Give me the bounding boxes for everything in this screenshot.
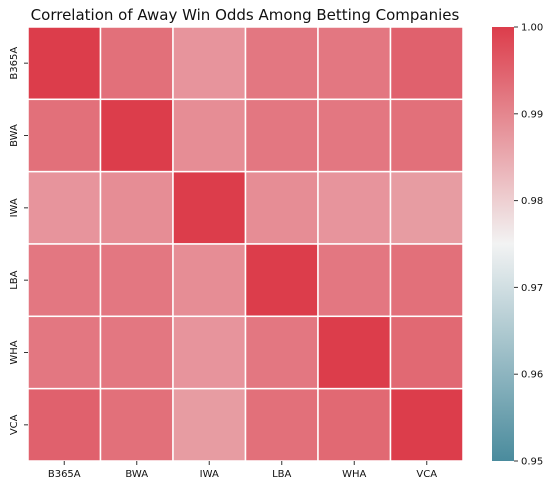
heatmap-cell-iwa-bwa — [99, 170, 174, 245]
heatmap-cell-bwa-wha — [317, 98, 392, 173]
heatmap-cell-vca-b365a — [27, 387, 102, 462]
y-tick-label-iwa: IWA — [9, 198, 20, 217]
heatmap-cell-bwa-vca — [389, 98, 464, 173]
heatmap-cell-bwa-iwa — [172, 98, 247, 173]
y-tick-label-wha: WHA — [9, 340, 20, 364]
y-tick-label-lba: LBA — [9, 270, 20, 289]
x-tick-label-iwa: IWA — [200, 469, 219, 480]
colorbar-tick-label: 0.98 — [521, 196, 543, 207]
heatmap-cell-b365a-wha — [317, 26, 392, 101]
heatmap-cell-wha-iwa — [172, 315, 247, 390]
heatmap-cell-lba-bwa — [99, 243, 174, 318]
heatmap-cell-b365a-vca — [389, 26, 464, 101]
heatmap-cell-b365a-bwa — [99, 26, 174, 101]
heatmap-cell-bwa-bwa — [99, 98, 174, 173]
x-axis-ticks: B365A BWA IWA LBA WHA VCA — [48, 461, 437, 480]
heatmap-cell-lba-iwa — [172, 243, 247, 318]
heatmap-cell-bwa-lba — [244, 98, 319, 173]
x-tick-label-vca: VCA — [416, 469, 437, 480]
heatmap-cell-wha-vca — [389, 315, 464, 390]
heatmap-cell-iwa-vca — [389, 170, 464, 245]
heatmap-cell-wha-bwa — [99, 315, 174, 390]
colorbar-tick-label: 1.00 — [521, 23, 543, 34]
heatmap-cell-vca-iwa — [172, 387, 247, 462]
heatmap-cell-b365a-b365a — [27, 26, 102, 101]
colorbar-tick-label: 0.97 — [521, 283, 543, 294]
heatmap-cell-vca-lba — [244, 387, 319, 462]
heatmap-cell-lba-wha — [317, 243, 392, 318]
heatmap-cell-iwa-b365a — [27, 170, 102, 245]
x-tick-label-b365a: B365A — [48, 469, 81, 480]
heatmap-cell-b365a-iwa — [172, 26, 247, 101]
heatmap-cell-iwa-lba — [244, 170, 319, 245]
heatmap-cell-vca-vca — [389, 387, 464, 462]
heatmap-cell-lba-b365a — [27, 243, 102, 318]
heatmap-cell-wha-wha — [317, 315, 392, 390]
heatmap-cell-vca-wha — [317, 387, 392, 462]
y-tick-label-vca: VCA — [9, 414, 20, 435]
heatmap-cell-vca-bwa — [99, 387, 174, 462]
heatmap-cell-wha-lba — [244, 315, 319, 390]
heatmap-cell-iwa-iwa — [172, 170, 247, 245]
heatmap-cell-b365a-lba — [244, 26, 319, 101]
colorbar-gradient — [492, 27, 514, 461]
colorbar-tick-label: 0.96 — [521, 370, 543, 381]
y-tick-label-bwa: BWA — [9, 124, 20, 147]
colorbar: 0.95 0.96 0.97 0.98 0.99 1.00 — [492, 23, 543, 468]
chart-title: Correlation of Away Win Odds Among Betti… — [31, 6, 460, 24]
heatmap-cell-bwa-b365a — [27, 98, 102, 173]
y-axis-ticks: B365A BWA IWA LBA WHA VCA — [9, 47, 28, 435]
x-tick-label-bwa: BWA — [125, 469, 148, 480]
x-tick-label-lba: LBA — [272, 469, 291, 480]
colorbar-tick-label: 0.99 — [521, 109, 543, 120]
heatmap-cell-wha-b365a — [27, 315, 102, 390]
y-tick-label-b365a: B365A — [9, 47, 20, 80]
heatmap-cell-lba-lba — [244, 243, 319, 318]
colorbar-tick-label: 0.95 — [521, 457, 543, 468]
heatmap-cell-lba-vca — [389, 243, 464, 318]
heatmap-cells — [27, 26, 464, 462]
x-tick-label-wha: WHA — [342, 469, 366, 480]
heatmap-cell-iwa-wha — [317, 170, 392, 245]
